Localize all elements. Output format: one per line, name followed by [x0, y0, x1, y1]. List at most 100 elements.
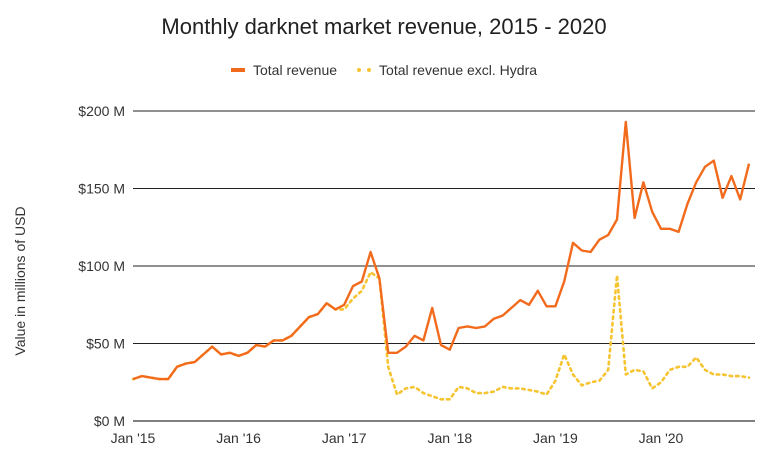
legend-label-total: Total revenue [252, 62, 338, 78]
data-point-excl-hydra [440, 398, 442, 400]
data-point-total [704, 166, 706, 168]
data-point-excl-hydra [589, 381, 591, 383]
data-point-total [660, 228, 662, 230]
data-point-excl-hydra [422, 392, 424, 394]
data-point-excl-hydra [607, 369, 609, 371]
data-point-total [598, 238, 600, 240]
data-point-total [343, 304, 345, 306]
data-point-excl-hydra [361, 290, 363, 292]
data-point-total [369, 251, 371, 253]
data-point-excl-hydra [202, 353, 204, 355]
data-point-excl-hydra [572, 373, 574, 375]
data-point-excl-hydra [141, 375, 143, 377]
y-tick-label: $150 M [78, 181, 125, 197]
data-point-excl-hydra [264, 345, 266, 347]
data-point-excl-hydra [563, 353, 565, 355]
data-point-total [422, 339, 424, 341]
x-tick-label: Jan '17 [322, 430, 367, 446]
data-point-excl-hydra [651, 387, 653, 389]
data-point-excl-hydra [510, 387, 512, 389]
data-point-excl-hydra [554, 380, 556, 382]
data-point-total [607, 234, 609, 236]
data-point-excl-hydra [484, 392, 486, 394]
data-point-excl-hydra [273, 339, 275, 341]
data-point-excl-hydra [237, 355, 239, 357]
data-point-total [352, 285, 354, 287]
data-point-total [466, 325, 468, 327]
data-point-total [669, 228, 671, 230]
data-point-excl-hydra [299, 325, 301, 327]
chart-title: Monthly darknet market revenue, 2015 - 2… [161, 14, 607, 39]
data-point-total [642, 181, 644, 183]
data-point-total [730, 175, 732, 177]
y-tick-label: $50 M [86, 336, 125, 352]
data-point-excl-hydra [229, 352, 231, 354]
y-tick-label: $0 M [94, 413, 125, 429]
data-point-excl-hydra [545, 393, 547, 395]
data-point-excl-hydra [625, 373, 627, 375]
x-tick-label: Jan '15 [111, 430, 156, 446]
data-point-total [510, 307, 512, 309]
data-point-excl-hydra [660, 381, 662, 383]
data-point-total [572, 242, 574, 244]
data-point-total [493, 318, 495, 320]
series-line-total [132, 120, 751, 381]
data-point-total [677, 231, 679, 233]
data-point-excl-hydra [431, 395, 433, 397]
data-point-total [748, 163, 750, 165]
data-point-excl-hydra [704, 369, 706, 371]
data-point-excl-hydra [616, 274, 618, 276]
legend-swatch-total [230, 68, 245, 72]
data-point-excl-hydra [519, 387, 521, 389]
data-point-excl-hydra [167, 378, 169, 380]
data-point-excl-hydra [255, 344, 257, 346]
data-point-total [501, 314, 503, 316]
data-point-excl-hydra [739, 375, 741, 377]
data-point-total [396, 352, 398, 354]
data-point-excl-hydra [334, 308, 336, 310]
series-line-excl-hydra [131, 270, 751, 401]
data-point-excl-hydra [748, 376, 750, 378]
data-point-total [581, 249, 583, 251]
data-point-excl-hydra [537, 390, 539, 392]
data-point-excl-hydra [493, 390, 495, 392]
data-point-excl-hydra [642, 370, 644, 372]
data-point-excl-hydra [396, 393, 398, 395]
data-point-total [713, 159, 715, 161]
y-tick-label: $200 M [78, 103, 125, 119]
data-point-excl-hydra [387, 366, 389, 368]
data-point-excl-hydra [352, 297, 354, 299]
data-point-total [528, 304, 530, 306]
legend-label-excl-hydra: Total revenue excl. Hydra [379, 62, 538, 78]
data-point-excl-hydra [677, 366, 679, 368]
data-point-excl-hydra [369, 271, 371, 273]
data-point-total [625, 121, 627, 123]
data-point-excl-hydra [721, 373, 723, 375]
data-point-total [554, 305, 556, 307]
data-point-excl-hydra [695, 356, 697, 358]
data-point-excl-hydra [220, 353, 222, 355]
data-point-total [519, 299, 521, 301]
data-point-excl-hydra [686, 366, 688, 368]
data-point-excl-hydra [132, 378, 134, 380]
data-point-excl-hydra [176, 366, 178, 368]
data-point-total [457, 327, 459, 329]
data-point-excl-hydra [193, 361, 195, 363]
data-point-total [405, 345, 407, 347]
data-point-total [475, 327, 477, 329]
data-point-total [651, 211, 653, 213]
legend-item-total: Total revenue [230, 62, 338, 78]
data-point-total [537, 290, 539, 292]
legend: Total revenue Total revenue excl. Hydra [0, 62, 768, 78]
data-point-excl-hydra [290, 335, 292, 337]
data-point-excl-hydra [528, 389, 530, 391]
data-point-total [616, 218, 618, 220]
data-point-excl-hydra [466, 387, 468, 389]
data-point-total [484, 325, 486, 327]
data-point-total [387, 352, 389, 354]
data-point-excl-hydra [501, 386, 503, 388]
data-point-excl-hydra [405, 387, 407, 389]
data-point-excl-hydra [449, 398, 451, 400]
data-point-excl-hydra [317, 313, 319, 315]
